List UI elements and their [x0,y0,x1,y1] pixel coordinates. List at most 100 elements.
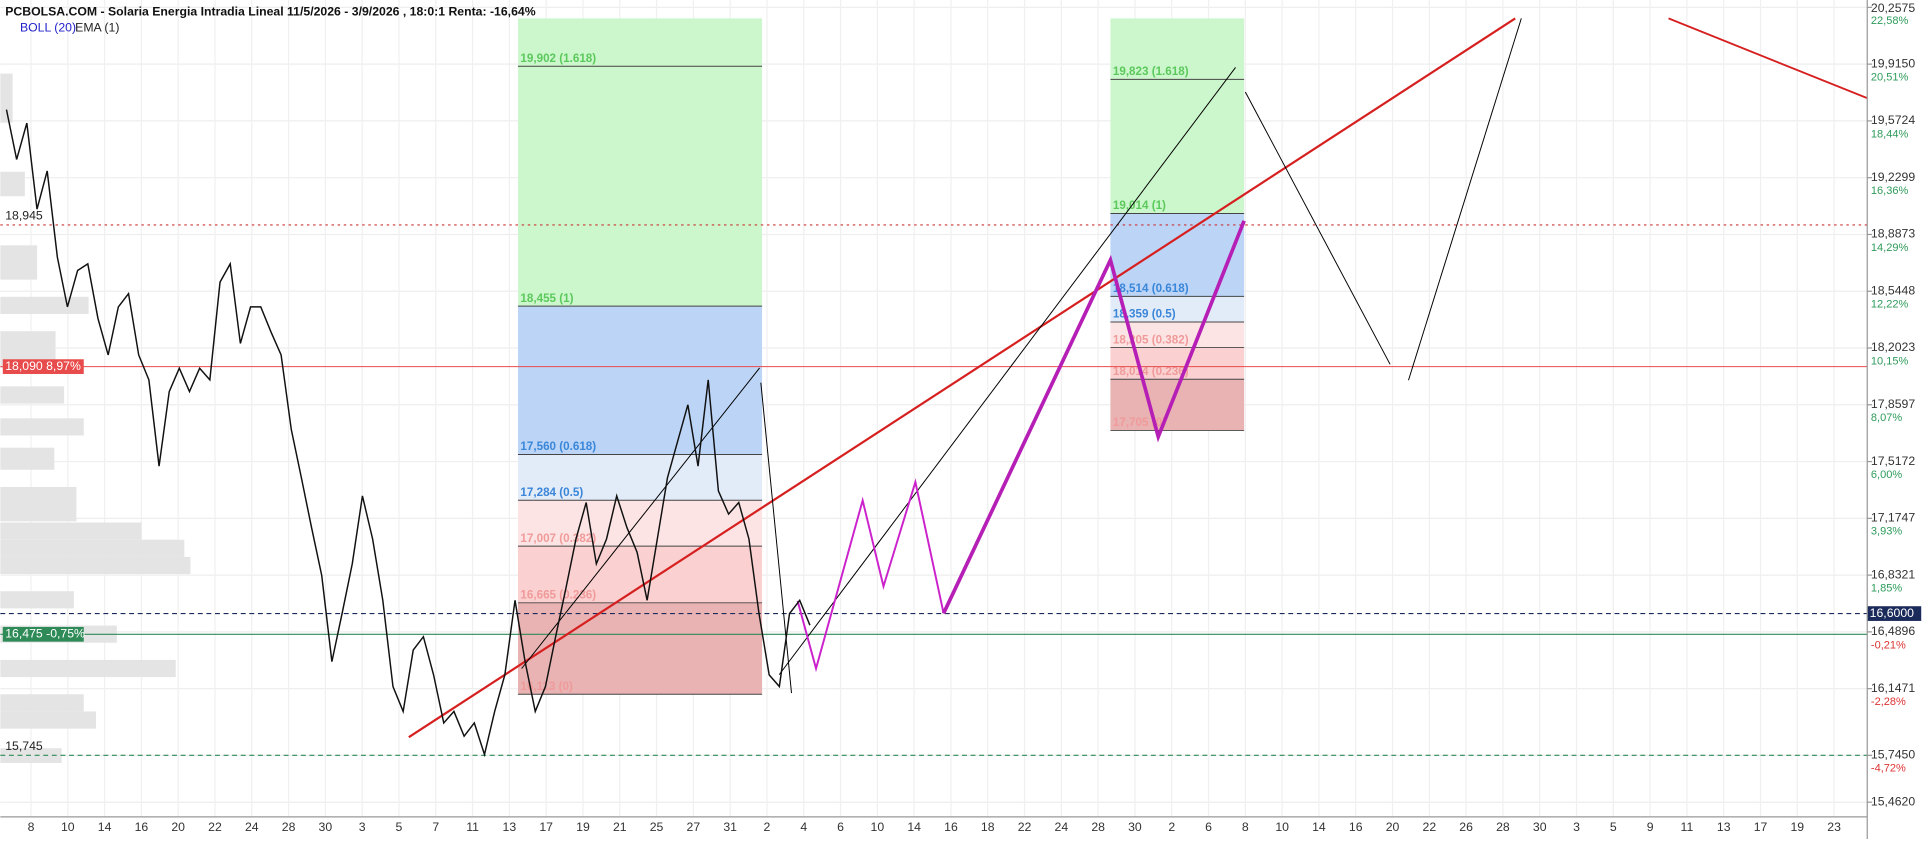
y-pct-label: 20,51% [1871,72,1909,84]
trend-line [521,367,760,669]
x-tick-label: 9 [1647,820,1654,834]
price-lines: 18,945 18,090 8,97% 16,6000 16,475 -0,75% 15… [0,209,1922,756]
x-tick-label: 16 [1349,820,1363,834]
fib-retracements: 19,902 (1.618) 18,455 (1) 17,560 (0.618) 17… [517,18,1245,695]
fib-zone [1110,18,1245,80]
fib-label: 16,665 (0.236) [520,589,596,602]
fib-label: 18,205 (0.382) [1113,333,1189,346]
x-tick-label: 20 [1386,820,1400,834]
fib-zone [517,306,763,455]
volume-profile [0,73,191,763]
fib-label: 19,823 (1.618) [1113,65,1189,78]
price-series [5,109,811,758]
y-tick-label: 17,8597 [1871,397,1915,411]
x-tick-label: 25 [650,820,664,834]
x-tick-label: 23 [1827,820,1841,834]
y-tick-label: 17,1747 [1871,511,1915,525]
trend-line [1668,17,1868,99]
x-tick-label: 30 [1128,820,1142,834]
trend-line [1408,18,1522,381]
x-tick-label: 8 [28,820,35,834]
legend-entry: BOLL (20) [20,20,76,34]
x-tick-label: 19 [576,820,590,834]
x-tick-label: 24 [245,820,259,834]
fib-zone [1110,347,1245,380]
y-pct-label: 14,29% [1871,242,1909,254]
x-tick-label: 17 [1754,820,1768,834]
fib-zone [517,500,763,547]
fib-zone [517,66,763,307]
x-tick-label: 16 [135,820,149,834]
y-pct-label: 6,00% [1871,469,1902,481]
x-tick-label: 6 [1205,820,1212,834]
price-box [1867,606,1922,621]
x-tick-label: 17 [539,820,553,834]
fib-label: 18,014 (0.236) [1113,365,1189,378]
y-tick-label: 20,2575 [1871,1,1915,15]
fib-zone [1110,213,1245,297]
x-tick-label: 30 [319,820,333,834]
x-tick-label: 10 [61,820,75,834]
x-tick-label: 10 [871,820,885,834]
y-tick-label: 16,8321 [1871,567,1915,581]
x-tick-label: 20 [171,820,185,834]
x-tick-label: 21 [613,820,627,834]
x-tick-label: 26 [1459,820,1473,834]
projection [796,478,945,673]
y-tick-label: 19,9150 [1871,56,1915,70]
x-tick-label: 14 [98,820,112,834]
y-pct-label: 18,44% [1871,128,1909,140]
fib-label: 17,560 (0.618) [520,440,596,453]
fib-zone [517,18,763,67]
price-label: 16,6000 [1870,606,1914,620]
x-tick-label: 2 [764,820,771,834]
x-tick-label: 11 [1681,820,1694,834]
x-tick-label: 24 [1055,820,1069,834]
legend-entry: EMA (1) [75,20,119,34]
y-pct-label: 3,93% [1871,526,1902,538]
x-tick-label: 13 [503,820,517,834]
x-tick-label: 10 [1275,820,1289,834]
x-tick-label: 27 [687,820,701,834]
y-tick-label: 18,8873 [1871,227,1915,241]
price-box [2,359,84,374]
y-tick-label: 19,5724 [1871,113,1915,127]
x-tick-label: 18 [981,820,995,834]
price-label: 18,090 8,97% [5,359,81,373]
x-tick-label: 2 [1168,820,1175,834]
price-label: 18,945 [5,209,43,223]
x-tick-label: 14 [907,820,921,834]
fib-label: 19,902 (1.618) [520,52,596,65]
x-tick-label: 11 [466,820,479,834]
fib-zone [517,602,763,695]
y-pct-label: 22,58% [1871,15,1909,27]
x-tick-label: 22 [1018,820,1032,834]
x-tick-label: 28 [282,820,296,834]
y-tick-label: 15,7450 [1871,748,1915,762]
y-pct-label: -4,72% [1871,763,1906,775]
x-tick-label: 19 [1790,820,1804,834]
x-tick-label: 28 [1091,820,1105,834]
fib-label: 18,514 (0.618) [1113,282,1189,295]
fib-label: 18,359 (0.5) [1113,308,1176,321]
x-tick-label: 16 [944,820,958,834]
trend-line [778,67,1236,675]
x-tick-label: 7 [432,820,439,834]
y-pct-label: 8,07% [1871,412,1902,424]
x-tick-label: 31 [723,820,737,834]
price-box [2,626,84,642]
y-tick-label: 19,2299 [1871,170,1915,184]
fib-zone [517,454,763,501]
x-tick-label: 28 [1496,820,1510,834]
trend-line [1244,91,1391,365]
y-tick-label: 16,1471 [1871,681,1915,695]
x-tick-label: 6 [837,820,844,834]
y-pct-label: 10,15% [1871,355,1909,367]
y-pct-label: -0,21% [1871,639,1906,651]
projection [941,220,1246,615]
trend-line [408,17,1516,739]
x-tick-label: 5 [396,820,403,834]
